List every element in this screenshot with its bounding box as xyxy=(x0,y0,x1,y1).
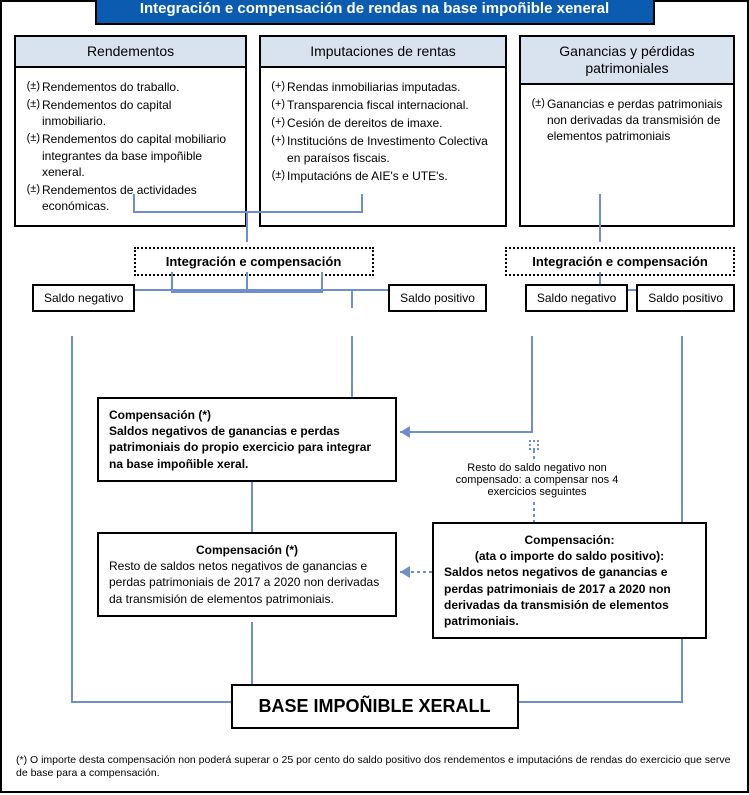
title-bar: Integración e compensación de rendas na … xyxy=(95,0,655,25)
item-text: Cesión de dereitos de imaxe. xyxy=(287,116,442,130)
list-item: (±)Ganancias e perdas patrimoniais non d… xyxy=(547,95,725,146)
item-text: Rendementos do capital inmobiliario. xyxy=(42,98,171,128)
saldo-left-wrap: Saldo negativo Saldo positivo xyxy=(14,284,505,312)
col-imputaciones: Imputaciones de rentas (+)Rendas inmobil… xyxy=(259,35,507,227)
item-text: Rendementos do capital mobiliario integr… xyxy=(42,132,226,178)
sign: (+) xyxy=(265,133,285,148)
item-text: Rendas inmobiliarias imputadas. xyxy=(287,80,460,94)
list-item: (±)Imputacións de AIE's e UTE's. xyxy=(287,167,497,185)
item-text: Ganancias e perdas patrimoniais non deri… xyxy=(547,97,722,143)
comp2r-text: Saldos netos negativos de ganancias e pe… xyxy=(444,565,671,628)
saldo-right-wrap: Saldo negativo Saldo positivo xyxy=(525,284,735,312)
saldo-neg-left: Saldo negativo xyxy=(32,284,135,312)
integ-left-wrap: Integración e compensación xyxy=(14,233,493,284)
sign: (±) xyxy=(525,96,545,111)
diagram-container: Integración e compensación de rendas na … xyxy=(0,0,749,793)
comp2r-title1: Compensación: xyxy=(444,532,695,548)
list-item: (+)Rendas inmobiliarias imputadas. xyxy=(287,78,497,96)
list-item: (+)Transparencia fiscal internacional. xyxy=(287,96,497,114)
sign: (±) xyxy=(265,168,285,183)
comp1-text: Saldos negativos de ganancias e perdas p… xyxy=(109,424,371,470)
columns-row: Rendementos (±)Rendementos do traballo.(… xyxy=(14,35,735,227)
comp2l-title: Compensación (*) xyxy=(109,542,385,558)
integ-box-left: Integración e compensación xyxy=(134,247,374,276)
col-header: Ganancias y pérdidas patrimoniales xyxy=(521,37,733,85)
item-text: Imputacións de AIE's e UTE's. xyxy=(287,169,448,183)
sign: (+) xyxy=(265,115,285,130)
comp2-left-box: Compensación (*) Resto de saldos netos n… xyxy=(97,532,397,617)
list-item: (+)Institucións de Investimento Colectiv… xyxy=(287,132,497,166)
resto-note: Resto do saldo negativo non compensado: … xyxy=(437,462,637,498)
branch-square-icon xyxy=(529,440,539,450)
final-box: BASE IMPOÑIBLE XERALL xyxy=(230,684,518,729)
list-item: (+)Cesión de dereitos de imaxe. xyxy=(287,114,497,132)
list-item: (±)Rendementos do capital mobiliario int… xyxy=(42,130,237,181)
list-item: (±)Rendementos de actividades económicas… xyxy=(42,181,237,215)
item-text: Rendementos do traballo. xyxy=(42,80,179,94)
col-header: Rendementos xyxy=(16,37,245,68)
comp2l-text: Resto de saldos netos negativos de ganan… xyxy=(109,559,379,605)
sign: (±) xyxy=(20,182,40,197)
col-header: Imputaciones de rentas xyxy=(261,37,505,68)
list-item: (±)Rendementos do traballo. xyxy=(42,78,237,96)
saldo-row: Saldo negativo Saldo positivo Saldo nega… xyxy=(14,284,735,312)
item-text: Rendementos de actividades económicas. xyxy=(42,183,197,213)
sign: (±) xyxy=(20,97,40,112)
comp1-title: Compensación (*) xyxy=(109,407,385,423)
sign: (+) xyxy=(265,97,285,112)
sign: (±) xyxy=(20,79,40,94)
integ-right-wrap: Integración e compensación xyxy=(505,233,735,284)
item-text: Transparencia fiscal internacional. xyxy=(287,98,469,112)
comp2-right-box: Compensación: (ata o importe do saldo po… xyxy=(432,522,707,639)
col-ganancias: Ganancias y pérdidas patrimoniales (±)Ga… xyxy=(519,35,735,227)
sign: (+) xyxy=(265,79,285,94)
comp1-box: Compensación (*) Saldos negativos de gan… xyxy=(97,397,397,482)
integ-box-right: Integración e compensación xyxy=(505,247,735,276)
saldo-neg-right: Saldo negativo xyxy=(525,284,628,312)
integ-row: Integración e compensación Integración e… xyxy=(14,233,735,284)
item-text: Institucións de Investimento Colectiva e… xyxy=(287,134,488,164)
footnote: (*) O importe desta compensación non pod… xyxy=(16,754,733,781)
saldo-pos-left: Saldo positivo xyxy=(388,284,487,312)
comp2r-title2: (ata o importe do saldo positivo): xyxy=(444,548,695,564)
col-rendementos: Rendementos (±)Rendementos do traballo.(… xyxy=(14,35,247,227)
saldo-pos-right: Saldo positivo xyxy=(636,284,735,312)
sign: (±) xyxy=(20,131,40,146)
list-item: (±)Rendementos do capital inmobiliario. xyxy=(42,96,237,130)
